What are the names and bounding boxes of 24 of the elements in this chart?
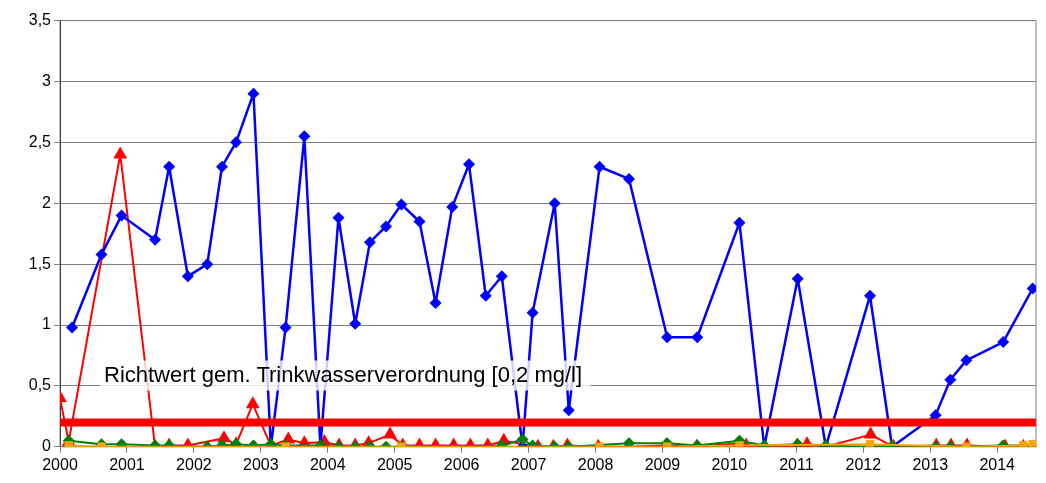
y-tick-label: 3 <box>42 71 52 89</box>
y-tick-label: 0 <box>42 437 52 455</box>
y-tick-label: 1 <box>42 315 52 333</box>
x-tick-label: 2005 <box>376 455 413 473</box>
y-tick-label: 0,5 <box>28 376 52 394</box>
x-tick-label: 2004 <box>309 455 346 473</box>
x-tick-label: 2008 <box>577 455 614 473</box>
x-tick-label: 2012 <box>845 455 882 473</box>
x-tick-label: 2003 <box>243 455 279 473</box>
x-tick-label: 2000 <box>42 455 78 473</box>
x-tick-label: 2007 <box>510 455 547 473</box>
y-tick-label: 1,5 <box>28 254 52 272</box>
x-tick-label: 2014 <box>979 455 1016 473</box>
x-tick-label: 2010 <box>711 455 748 473</box>
x-tick-label: 2002 <box>176 455 212 473</box>
x-tick-label: 2006 <box>443 455 480 473</box>
ref-line-label: Richtwert gem. Trinkwasserverordnung [0,2 mg/l] <box>104 361 583 387</box>
x-tick-label: 2001 <box>109 455 145 473</box>
y-tick-label: 2 <box>42 193 52 211</box>
x-tick-label: 2013 <box>912 455 949 473</box>
y-tick-label: 3,5 <box>28 11 52 29</box>
y-tick-label: 2,5 <box>28 132 52 150</box>
x-tick-label: 2009 <box>644 455 681 473</box>
x-tick-label: 2011 <box>779 455 814 473</box>
